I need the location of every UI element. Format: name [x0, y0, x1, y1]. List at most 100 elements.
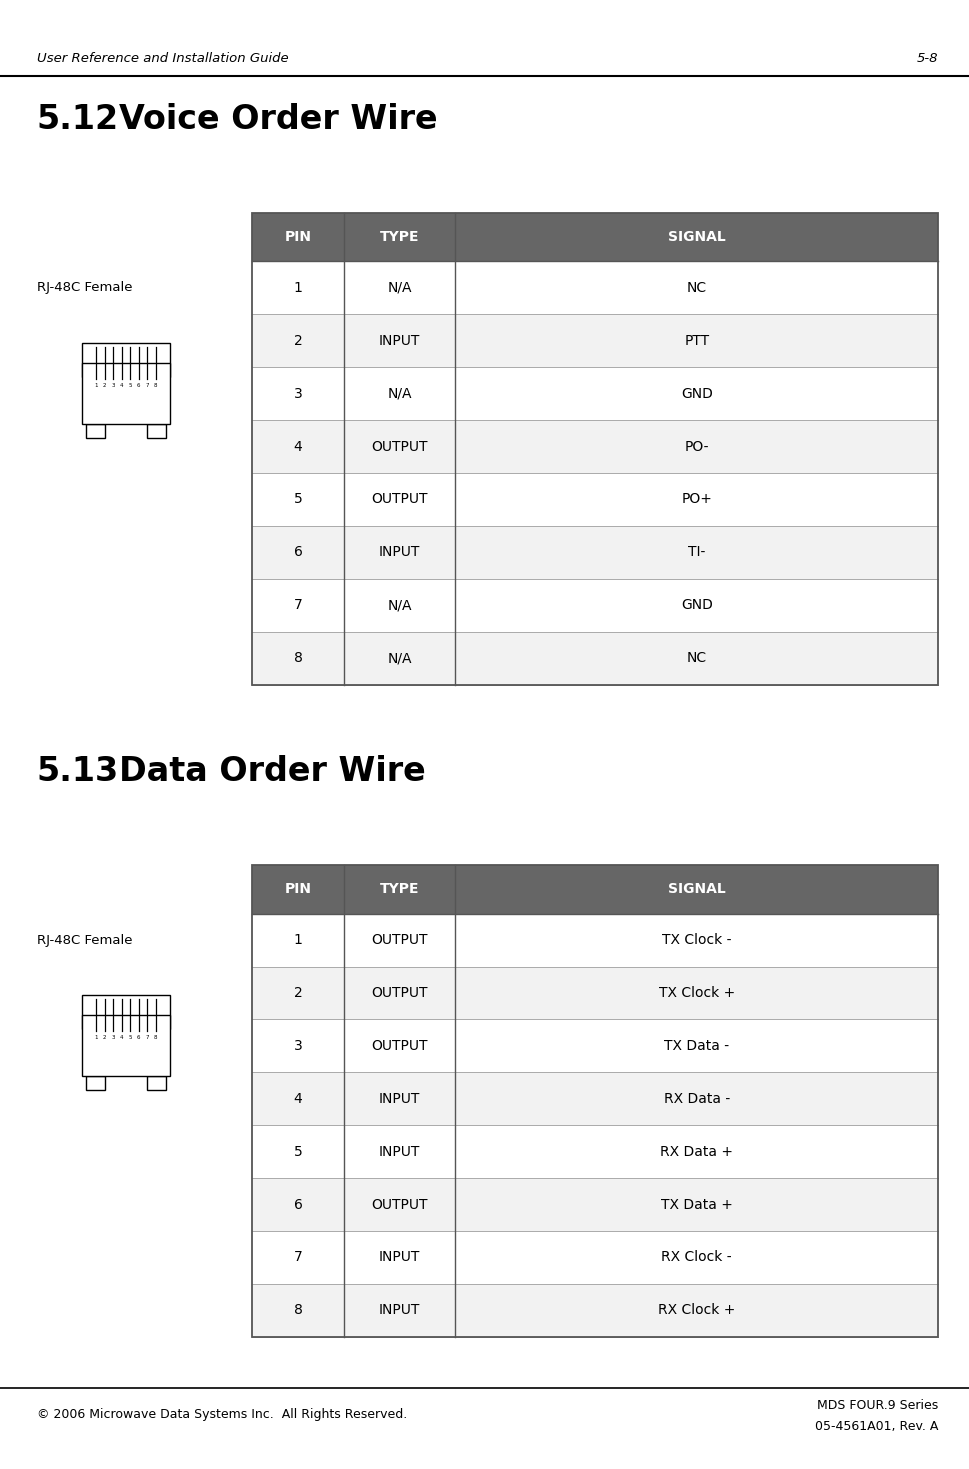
- Bar: [252, 967, 938, 1019]
- Bar: [82, 995, 170, 1028]
- Text: 5-8: 5-8: [917, 53, 938, 65]
- Text: 4: 4: [120, 1036, 123, 1040]
- Text: NC: NC: [687, 281, 706, 295]
- Text: 1: 1: [94, 383, 98, 388]
- Text: INPUT: INPUT: [379, 1250, 421, 1265]
- Bar: [252, 473, 938, 526]
- Bar: [252, 865, 938, 1337]
- Text: TYPE: TYPE: [380, 231, 420, 244]
- Bar: [86, 423, 105, 438]
- Text: 5: 5: [294, 492, 302, 507]
- Text: INPUT: INPUT: [379, 1091, 421, 1106]
- Text: 7: 7: [294, 598, 302, 613]
- Text: RJ-48C Female: RJ-48C Female: [37, 282, 133, 294]
- Text: 4: 4: [294, 439, 302, 454]
- Text: GND: GND: [681, 386, 712, 401]
- Text: © 2006 Microwave Data Systems Inc.  All Rights Reserved.: © 2006 Microwave Data Systems Inc. All R…: [37, 1409, 407, 1421]
- Text: 05-4561A01, Rev. A: 05-4561A01, Rev. A: [815, 1421, 938, 1432]
- Text: 3: 3: [111, 383, 115, 388]
- Text: 6: 6: [294, 545, 302, 560]
- Text: Voice Order Wire: Voice Order Wire: [119, 103, 438, 135]
- Text: 5.12: 5.12: [37, 103, 119, 135]
- Text: RX Data -: RX Data -: [664, 1091, 730, 1106]
- Text: TYPE: TYPE: [380, 883, 420, 896]
- Text: 1: 1: [294, 933, 302, 948]
- Text: INPUT: INPUT: [379, 333, 421, 348]
- Text: INPUT: INPUT: [379, 1144, 421, 1159]
- Text: User Reference and Installation Guide: User Reference and Installation Guide: [37, 53, 289, 65]
- Text: 2: 2: [294, 986, 302, 1000]
- Text: OUTPUT: OUTPUT: [371, 439, 428, 454]
- Text: RJ-48C Female: RJ-48C Female: [37, 934, 133, 946]
- Text: 8: 8: [294, 1303, 302, 1318]
- Text: 4: 4: [120, 383, 123, 388]
- Bar: [252, 1231, 938, 1284]
- Text: N/A: N/A: [388, 598, 412, 613]
- Bar: [147, 423, 166, 438]
- Text: OUTPUT: OUTPUT: [371, 1197, 428, 1212]
- Text: 3: 3: [111, 1036, 115, 1040]
- Text: 7: 7: [145, 383, 149, 388]
- Text: PO+: PO+: [681, 492, 712, 507]
- Text: Data Order Wire: Data Order Wire: [119, 755, 426, 787]
- Text: SIGNAL: SIGNAL: [668, 231, 726, 244]
- Bar: [86, 1075, 105, 1090]
- Text: 8: 8: [294, 651, 302, 665]
- Text: INPUT: INPUT: [379, 545, 421, 560]
- Text: 5.13: 5.13: [37, 755, 119, 787]
- Text: PTT: PTT: [684, 333, 709, 348]
- Text: INPUT: INPUT: [379, 1303, 421, 1318]
- Bar: [82, 342, 170, 376]
- Text: 5: 5: [294, 1144, 302, 1159]
- Text: OUTPUT: OUTPUT: [371, 986, 428, 1000]
- Text: PIN: PIN: [285, 231, 311, 244]
- Text: 6: 6: [137, 383, 141, 388]
- Bar: [252, 261, 938, 314]
- Text: OUTPUT: OUTPUT: [371, 1039, 428, 1053]
- Text: TX Clock +: TX Clock +: [659, 986, 735, 1000]
- Text: 1: 1: [94, 1036, 98, 1040]
- Text: TX Data +: TX Data +: [661, 1197, 733, 1212]
- Bar: [252, 314, 938, 367]
- Bar: [147, 1075, 166, 1090]
- Bar: [82, 363, 170, 423]
- Bar: [252, 1072, 938, 1125]
- Text: 2: 2: [294, 333, 302, 348]
- Bar: [252, 1019, 938, 1072]
- Text: 5: 5: [129, 1036, 132, 1040]
- Bar: [252, 579, 938, 632]
- Bar: [252, 1178, 938, 1231]
- Bar: [252, 213, 938, 261]
- Text: 1: 1: [294, 281, 302, 295]
- Text: OUTPUT: OUTPUT: [371, 492, 428, 507]
- Text: MDS FOUR.9 Series: MDS FOUR.9 Series: [817, 1400, 938, 1412]
- Text: 3: 3: [294, 386, 302, 401]
- Text: PIN: PIN: [285, 883, 311, 896]
- Text: 8: 8: [154, 383, 158, 388]
- Text: 6: 6: [137, 1036, 141, 1040]
- Text: 3: 3: [294, 1039, 302, 1053]
- Text: 4: 4: [294, 1091, 302, 1106]
- Text: 5: 5: [129, 383, 132, 388]
- Bar: [252, 1125, 938, 1178]
- Text: 6: 6: [294, 1197, 302, 1212]
- Text: N/A: N/A: [388, 386, 412, 401]
- Text: TI-: TI-: [688, 545, 705, 560]
- Bar: [252, 367, 938, 420]
- Bar: [252, 213, 938, 685]
- Text: 2: 2: [103, 383, 107, 388]
- Text: 7: 7: [294, 1250, 302, 1265]
- Bar: [252, 420, 938, 473]
- Text: OUTPUT: OUTPUT: [371, 933, 428, 948]
- Text: 2: 2: [103, 1036, 107, 1040]
- Bar: [252, 865, 938, 914]
- Text: RX Clock +: RX Clock +: [658, 1303, 735, 1318]
- Text: NC: NC: [687, 651, 706, 665]
- Bar: [252, 526, 938, 579]
- Bar: [252, 1284, 938, 1337]
- Text: GND: GND: [681, 598, 712, 613]
- Bar: [252, 632, 938, 685]
- Text: TX Clock -: TX Clock -: [662, 933, 732, 948]
- Text: 7: 7: [145, 1036, 149, 1040]
- Bar: [82, 1015, 170, 1075]
